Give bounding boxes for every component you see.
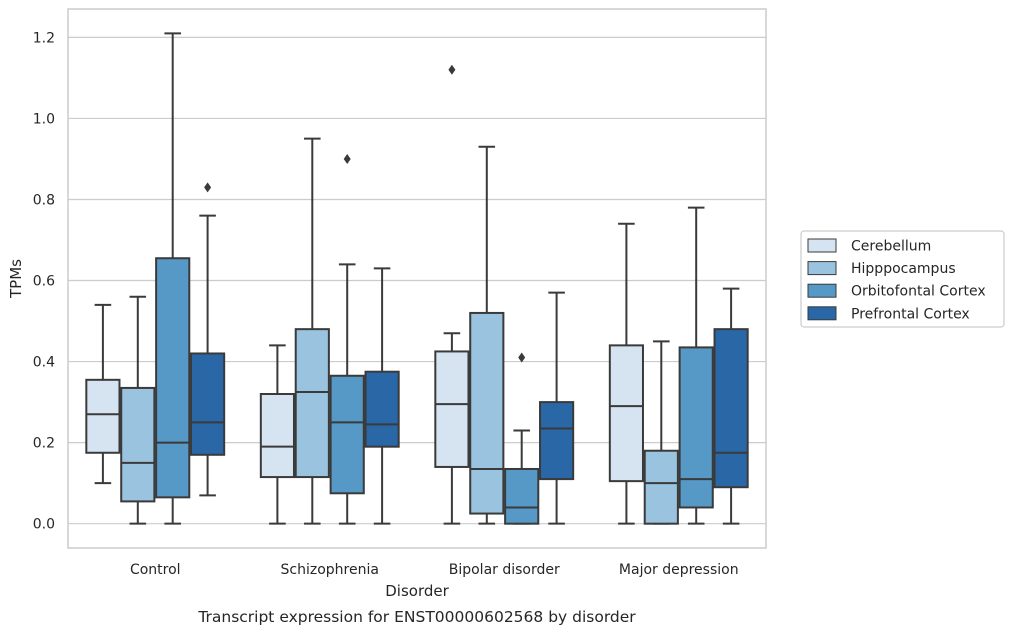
y-tick-label: 1.2 [33,30,55,46]
outlier-point [204,182,212,193]
box-iqr [259,393,295,479]
box-iqr [364,370,400,448]
box-prefrontal-cortex [713,287,749,525]
box-iqr [120,386,156,503]
y-axis-label: TPMs [7,259,25,299]
x-tick-label: Control [130,562,181,578]
box-cerebellum [608,222,644,525]
box-iqr [469,311,505,515]
legend-label: Prefrontal Cortex [851,306,970,322]
box-cerebellum [85,303,121,485]
box-iqr [504,467,540,525]
box-cerebellum [434,64,470,525]
legend: Cerebellum Hipppocampus Orbitofontal Corte… [800,230,1005,328]
box-iqr [85,378,121,454]
box-prefrontal-cortex [364,267,400,525]
chart-caption: Transcript expression for ENST0000060256… [197,608,636,626]
box-iqr [190,352,226,456]
box-orbitofontal-cortex [678,206,714,525]
legend-label: Hipppocampus [851,261,956,277]
box-iqr [294,328,330,479]
y-tick-label: 0.0 [33,517,55,533]
box-hipppocampus [643,340,679,525]
x-tick-label: Bipolar disorder [449,562,560,578]
box-hipppocampus [469,145,505,525]
box-iqr [608,344,644,483]
box-iqr [329,374,365,495]
legend-swatch [807,238,837,253]
plot-frame [67,8,767,549]
y-tick-label: 0.8 [33,192,55,208]
box-orbitofontal-cortex [155,32,191,525]
outlier-point [343,153,351,164]
box-prefrontal-cortex [190,182,226,497]
y-tick-label: 0.4 [33,355,55,371]
box-cerebellum [259,344,295,525]
y-tick-label: 1.0 [33,111,55,127]
box-iqr [155,257,191,499]
box-plots [85,32,749,525]
box-orbitofontal-cortex [504,352,540,525]
box-orbitofontal-cortex [329,153,365,525]
box-hipppocampus [294,137,330,525]
box-iqr [713,328,749,489]
x-tick-label: Major depression [619,562,739,578]
box-hipppocampus [120,295,156,525]
y-tick-label: 0.6 [33,274,55,290]
legend-frame [800,230,1005,328]
outlier-point [448,64,456,75]
x-tick-labels: Control Schizophrenia Bipolar disorder Majo… [130,562,739,578]
box-iqr [678,346,714,509]
legend-label: Cerebellum [851,239,931,255]
box-iqr [434,350,470,468]
legend-swatch [807,283,837,298]
box-iqr [539,401,575,481]
box-prefrontal-cortex [539,291,575,525]
x-tick-label: Schizophrenia [281,562,379,578]
x-axis-label: Disorder [385,582,449,600]
box-iqr [643,449,679,525]
y-tick-label: 0.2 [33,436,55,452]
legend-swatch [807,261,837,276]
outlier-point [518,352,526,363]
legend-swatch [807,306,837,321]
y-tick-labels: 0.0 0.2 0.4 0.6 0.8 1.0 1.2 [33,30,55,532]
legend-label: Orbitofontal Cortex [851,284,986,300]
